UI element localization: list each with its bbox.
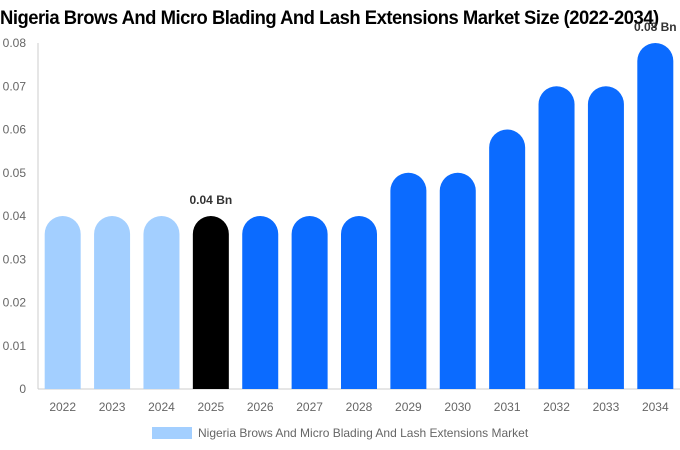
y-tick-label: 0.01 [3, 339, 27, 353]
y-tick-label: 0.08 [3, 36, 27, 50]
x-tick-label: 2034 [642, 400, 669, 414]
x-tick-label: 2033 [593, 400, 620, 414]
x-tick-label: 2024 [148, 400, 175, 414]
x-tick-label: 2025 [197, 400, 224, 414]
data-label-2034: 0.08 Bn [634, 20, 677, 34]
bar-2024 [143, 216, 180, 389]
y-tick-label: 0 [19, 382, 26, 396]
bar-2032 [538, 86, 575, 389]
x-tick-label: 2032 [543, 400, 570, 414]
bar-2022 [44, 216, 81, 389]
y-tick-label: 0.03 [3, 252, 27, 266]
bar-2031 [489, 129, 526, 389]
y-tick-label: 0.06 [3, 123, 27, 137]
x-tick-label: 2022 [49, 400, 76, 414]
x-tick-label: 2031 [494, 400, 521, 414]
bar-2034 [637, 43, 674, 389]
x-tick-label: 2030 [444, 400, 471, 414]
bar-2025 [192, 216, 229, 389]
bar-2026 [242, 216, 279, 389]
legend: Nigeria Brows And Micro Blading And Lash… [152, 426, 528, 440]
y-tick-label: 0.05 [3, 166, 27, 180]
y-tick-label: 0.04 [3, 209, 27, 223]
chart-title: Nigeria Brows And Micro Blading And Lash… [0, 8, 659, 29]
x-tick-label: 2026 [247, 400, 274, 414]
bar-2023 [94, 216, 131, 389]
y-tick-label: 0.02 [3, 296, 27, 310]
x-tick-label: 2028 [346, 400, 373, 414]
bar-2029 [390, 172, 427, 389]
x-tick-label: 2027 [296, 400, 323, 414]
bar-2030 [439, 172, 476, 389]
x-tick-label: 2023 [99, 400, 126, 414]
bar-2027 [291, 216, 328, 389]
bar-2028 [341, 216, 377, 389]
data-label-2025: 0.04 Bn [190, 193, 233, 207]
bar-2033 [587, 86, 624, 389]
legend-label: Nigeria Brows And Micro Blading And Lash… [198, 426, 529, 440]
legend-swatch [152, 427, 192, 439]
y-tick-label: 0.07 [3, 79, 27, 93]
x-tick-label: 2029 [395, 400, 422, 414]
